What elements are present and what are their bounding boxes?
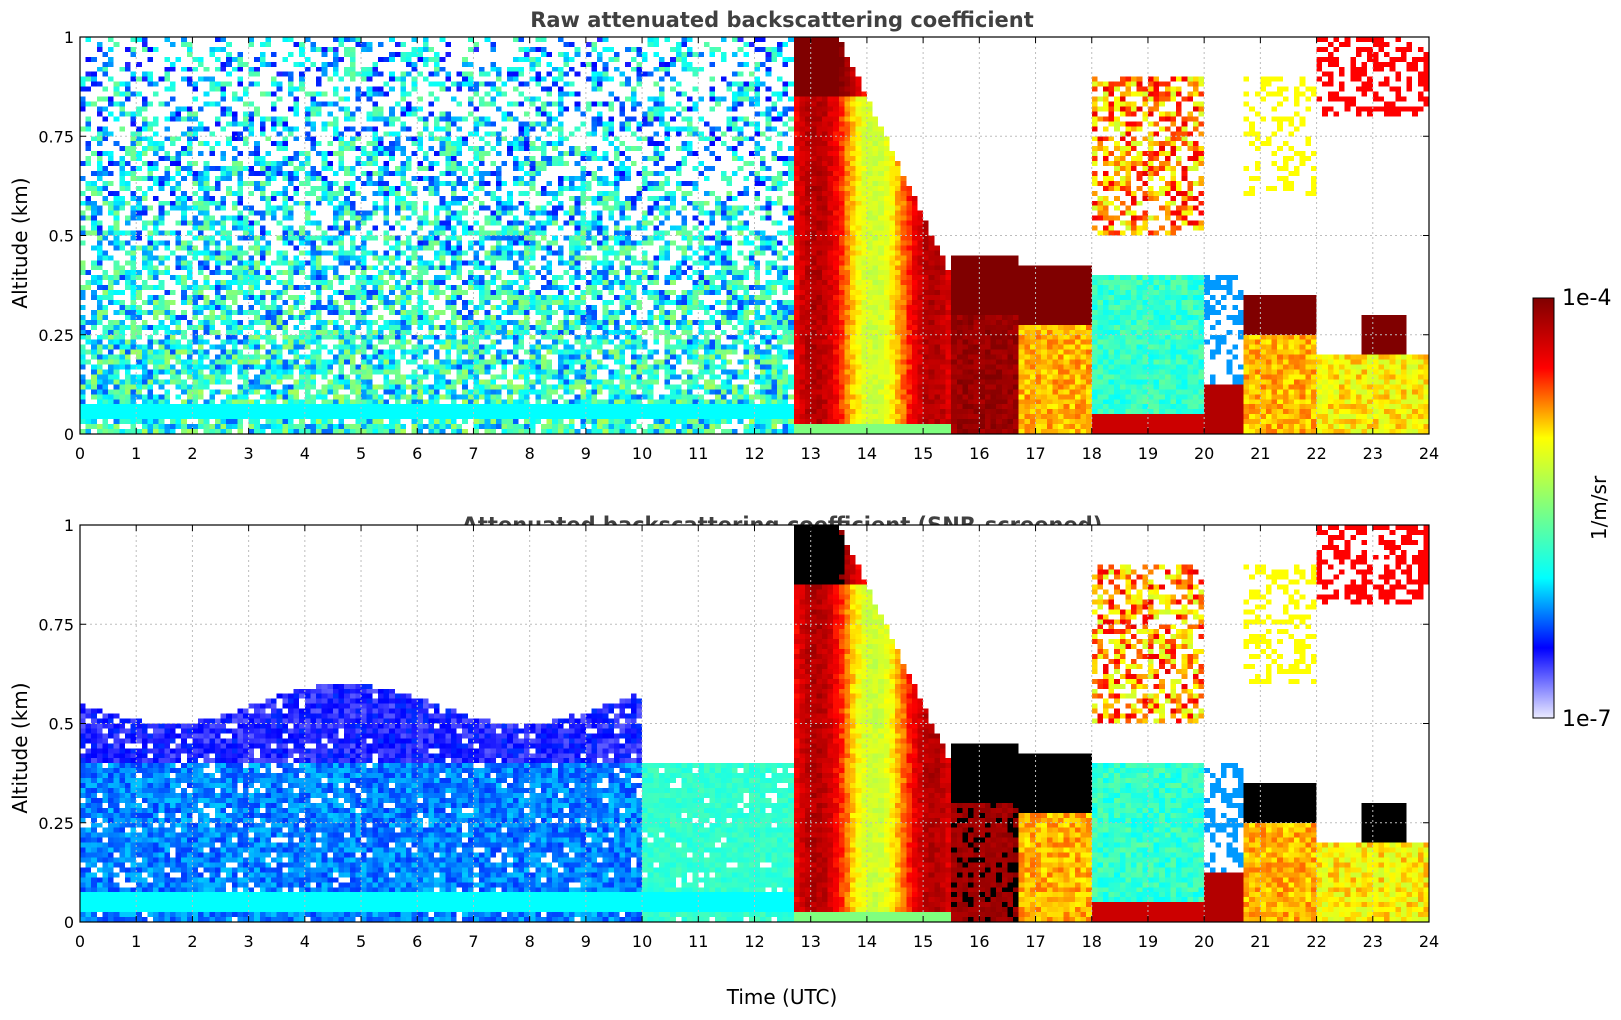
x-tick-label: 8 — [525, 444, 535, 463]
x-tick-label: 10 — [632, 932, 652, 951]
x-tick-label: 12 — [744, 932, 764, 951]
y-tick-label: 0.75 — [38, 615, 74, 634]
x-tick-label: 13 — [801, 444, 821, 463]
x-tick-label: 17 — [1025, 932, 1045, 951]
y-tick-label: 0 — [64, 913, 74, 932]
x-tick-label: 11 — [688, 444, 708, 463]
colorbar: 1e-4 1e-7 1/m/sr — [1532, 286, 1611, 732]
x-tick-label: 1 — [131, 444, 141, 463]
x-tick-label: 0 — [75, 932, 85, 951]
x-tick-label: 11 — [688, 932, 708, 951]
x-tick-label: 9 — [581, 932, 591, 951]
x-tick-label: 24 — [1419, 444, 1439, 463]
x-tick-label: 23 — [1363, 932, 1383, 951]
y-tick-label: 0.25 — [38, 814, 74, 833]
y-tick-label: 0.5 — [49, 227, 74, 246]
y-tick-label: 1 — [64, 28, 74, 47]
x-tick-label: 3 — [244, 932, 254, 951]
axes-raw: 0 1 2 3 4 5 6 7 8 9 10 11 12 13 14 15 16 17 18 19 20 21 22 23 24… — [38, 28, 1439, 463]
y-tick-label: 0 — [64, 425, 74, 444]
x-tick-label: 7 — [468, 444, 478, 463]
x-tick-label: 10 — [632, 444, 652, 463]
x-tick-label: 23 — [1363, 444, 1383, 463]
axes-snr: 0 1 2 3 4 5 6 7 8 9 10 11 12 13 14 15 16 17 18 19 20 21 22 23 24… — [38, 516, 1439, 951]
x-tick-label: 7 — [468, 932, 478, 951]
x-tick-label: 18 — [1082, 444, 1102, 463]
x-tick-label: 5 — [356, 444, 366, 463]
colorbar-units-label: 1/m/sr — [1587, 475, 1611, 540]
x-tick-label: 16 — [969, 444, 989, 463]
x-tick-label: 12 — [744, 444, 764, 463]
x-tick-label: 3 — [244, 444, 254, 463]
y-axis-label-snr: Altitude (km) — [8, 682, 32, 813]
x-axis-label: Time (UTC) — [726, 985, 838, 1009]
x-tick-label: 2 — [187, 932, 197, 951]
x-tick-label: 5 — [356, 932, 366, 951]
x-tick-label: 22 — [1306, 932, 1326, 951]
panel-title-raw: Raw attenuated backscattering coefficien… — [530, 8, 1034, 32]
x-tick-label: 20 — [1194, 444, 1214, 463]
x-tick-label: 9 — [581, 444, 591, 463]
x-tick-label: 16 — [969, 932, 989, 951]
x-tick-label: 6 — [412, 932, 422, 951]
x-tick-label: 18 — [1082, 932, 1102, 951]
colorbar-bar — [1532, 297, 1555, 719]
colorbar-min-label: 1e-7 — [1562, 707, 1611, 732]
x-tick-label: 0 — [75, 444, 85, 463]
x-tick-label: 14 — [857, 932, 877, 951]
x-tick-label: 15 — [913, 932, 933, 951]
x-tick-label: 17 — [1025, 444, 1045, 463]
x-tick-label: 4 — [300, 444, 310, 463]
y-tick-label: 0.25 — [38, 326, 74, 345]
x-tick-label: 4 — [300, 932, 310, 951]
x-tick-label: 19 — [1138, 932, 1158, 951]
x-tick-label: 22 — [1306, 444, 1326, 463]
y-axis-label-raw: Altitude (km) — [8, 177, 32, 308]
x-tick-label: 20 — [1194, 932, 1214, 951]
x-tick-label: 24 — [1419, 932, 1439, 951]
x-tick-label: 15 — [913, 444, 933, 463]
x-tick-label: 21 — [1250, 932, 1270, 951]
y-tick-label: 0.5 — [49, 715, 74, 734]
x-tick-label: 19 — [1138, 444, 1158, 463]
x-tick-label: 2 — [187, 444, 197, 463]
x-tick-label: 14 — [857, 444, 877, 463]
panel-raw: Raw attenuated backscattering coefficien… — [8, 8, 1439, 463]
x-tick-label: 8 — [525, 932, 535, 951]
y-tick-label: 0.75 — [38, 127, 74, 146]
x-tick-label: 6 — [412, 444, 422, 463]
x-tick-label: 13 — [801, 932, 821, 951]
colorbar-max-label: 1e-4 — [1562, 286, 1611, 311]
panel-snr: Attenuated backscattering coefficient (S… — [8, 513, 1439, 1009]
y-tick-label: 1 — [64, 516, 74, 535]
x-tick-label: 21 — [1250, 444, 1270, 463]
x-tick-label: 1 — [131, 932, 141, 951]
